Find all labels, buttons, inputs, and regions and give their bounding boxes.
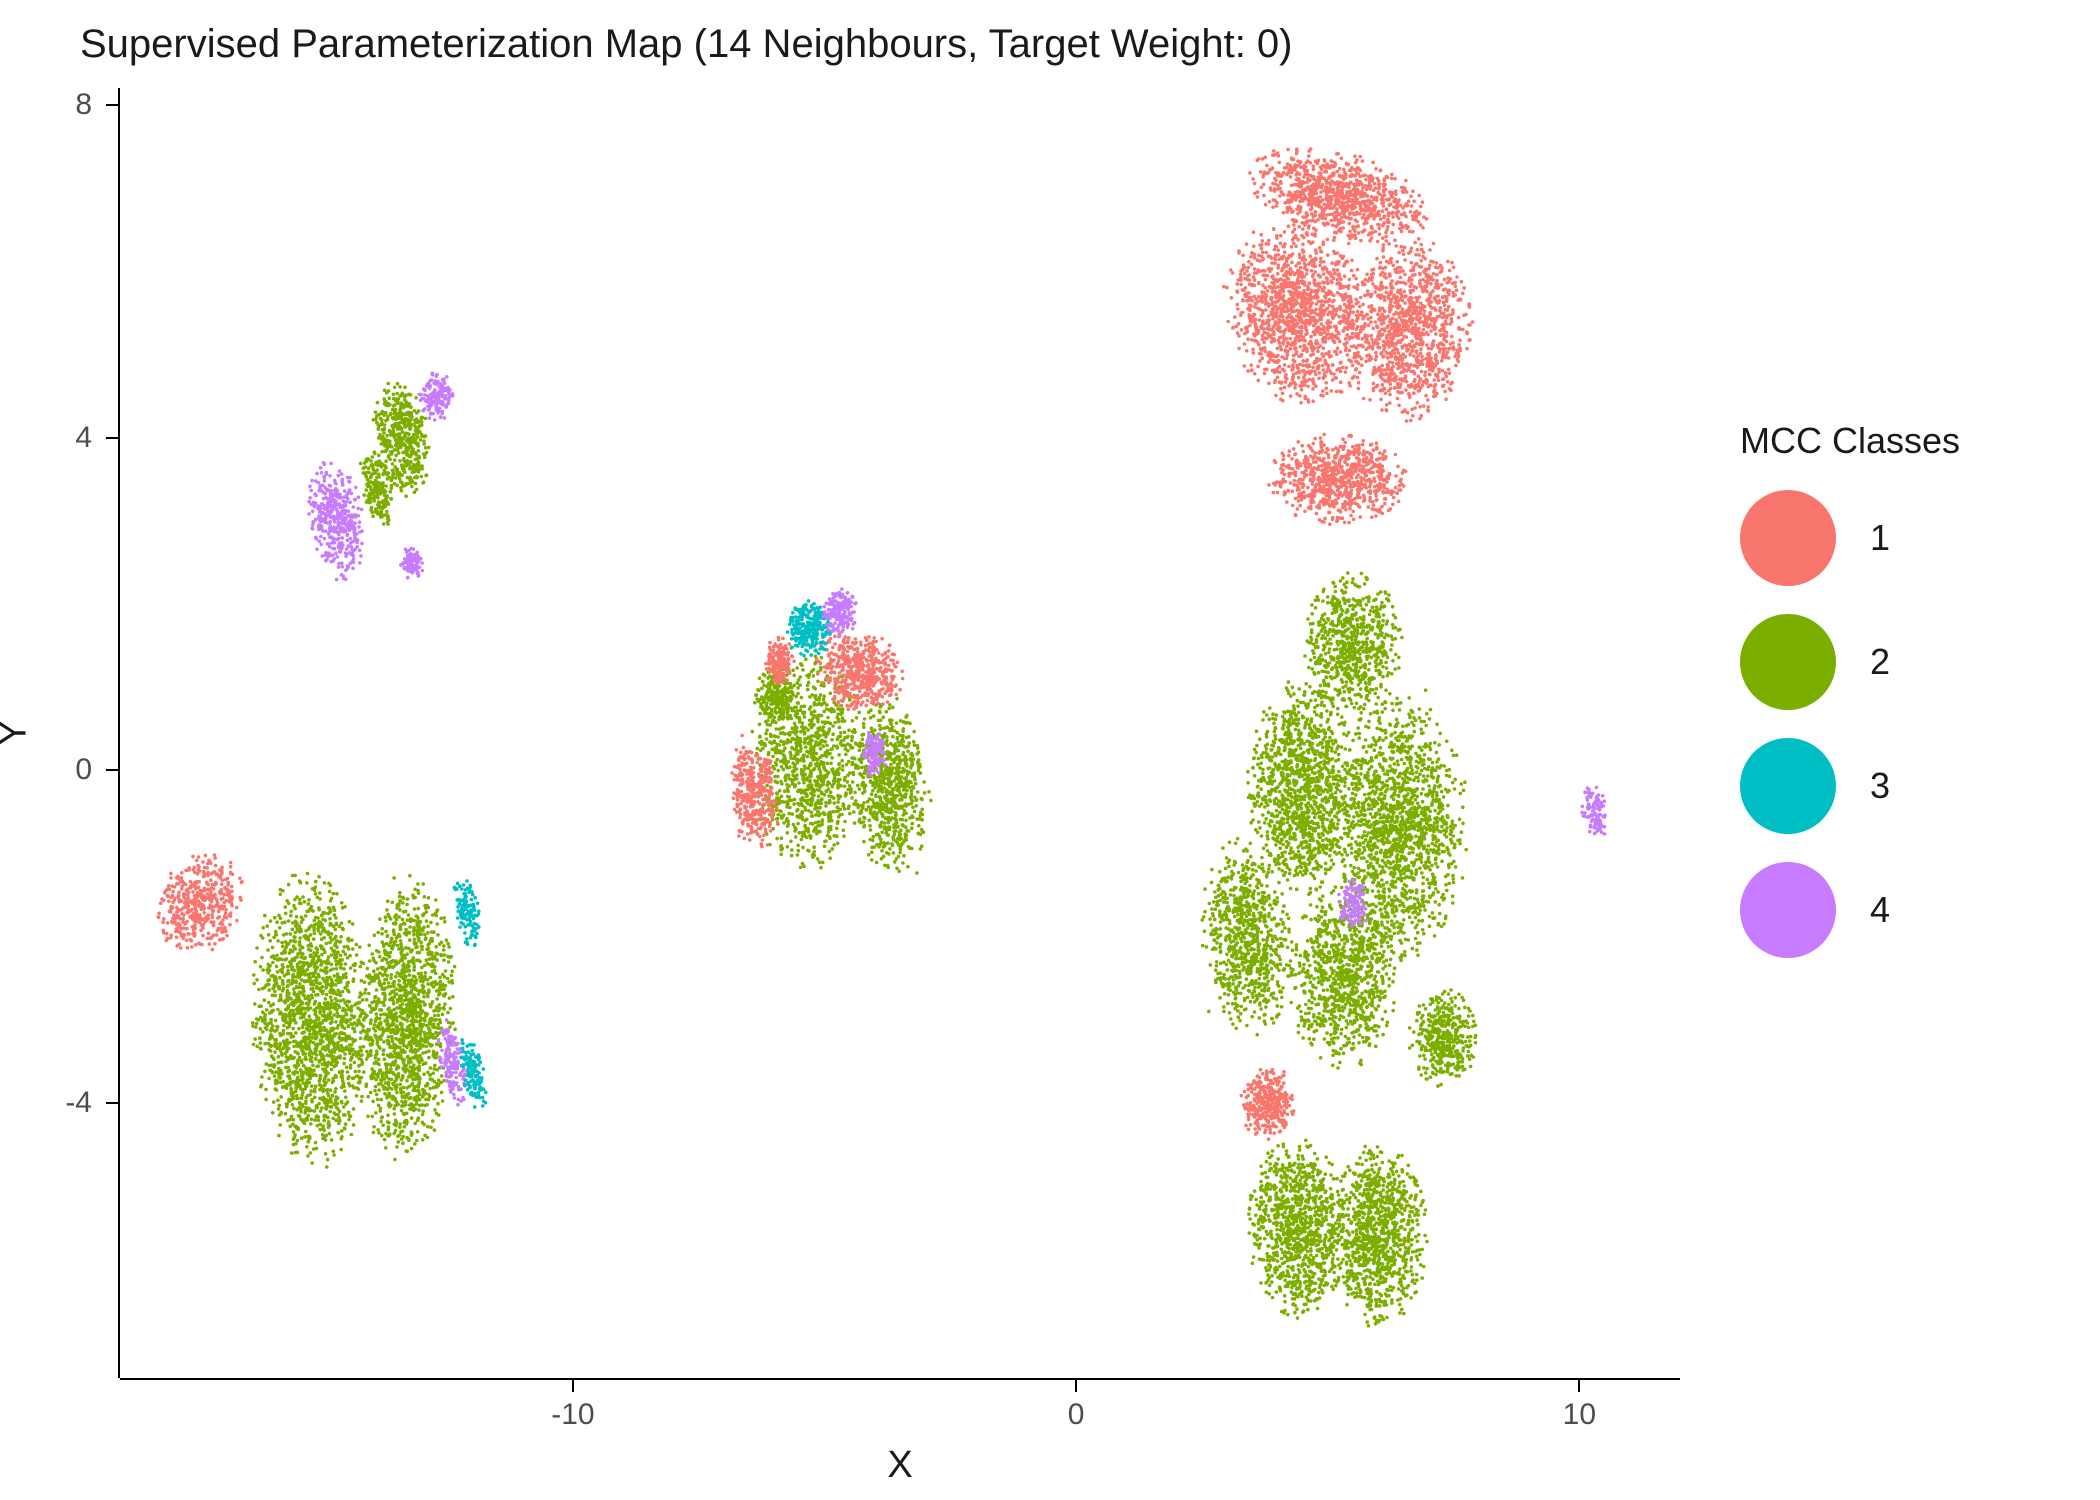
legend-item: 1 — [1740, 490, 1960, 586]
x-tick-label: -10 — [551, 1398, 594, 1432]
legend-swatch — [1740, 614, 1836, 710]
legend-swatch — [1740, 862, 1836, 958]
y-tick-label: 4 — [46, 421, 92, 455]
y-tick — [106, 1102, 120, 1104]
legend-item: 2 — [1740, 614, 1960, 710]
legend-label: 4 — [1870, 889, 1890, 931]
x-axis-line — [120, 1378, 1680, 1380]
x-tick — [572, 1378, 574, 1392]
plot-area — [120, 88, 1680, 1378]
legend: MCC Classes 1 2 3 4 — [1740, 420, 1960, 986]
legend-item: 4 — [1740, 862, 1960, 958]
y-tick-label: 8 — [46, 88, 92, 122]
x-tick-label: 10 — [1563, 1398, 1596, 1432]
y-tick — [106, 437, 120, 439]
y-tick — [106, 104, 120, 106]
scatter-chart: Supervised Parameterization Map (14 Neig… — [0, 0, 2100, 1500]
scatter-points — [120, 88, 1680, 1378]
y-axis-label: Y — [0, 720, 36, 745]
x-tick — [1578, 1378, 1580, 1392]
legend-item: 3 — [1740, 738, 1960, 834]
legend-title: MCC Classes — [1740, 420, 1960, 462]
x-axis-label: X — [887, 1444, 912, 1487]
y-tick-label: 0 — [46, 753, 92, 787]
legend-swatch — [1740, 490, 1836, 586]
chart-title: Supervised Parameterization Map (14 Neig… — [80, 22, 1292, 67]
x-tick-label: 0 — [1068, 1398, 1085, 1432]
y-axis-line — [118, 88, 120, 1378]
y-tick-label: -4 — [46, 1086, 92, 1120]
y-tick — [106, 769, 120, 771]
x-tick — [1075, 1378, 1077, 1392]
legend-label: 3 — [1870, 765, 1890, 807]
legend-swatch — [1740, 738, 1836, 834]
legend-label: 1 — [1870, 517, 1890, 559]
legend-label: 2 — [1870, 641, 1890, 683]
